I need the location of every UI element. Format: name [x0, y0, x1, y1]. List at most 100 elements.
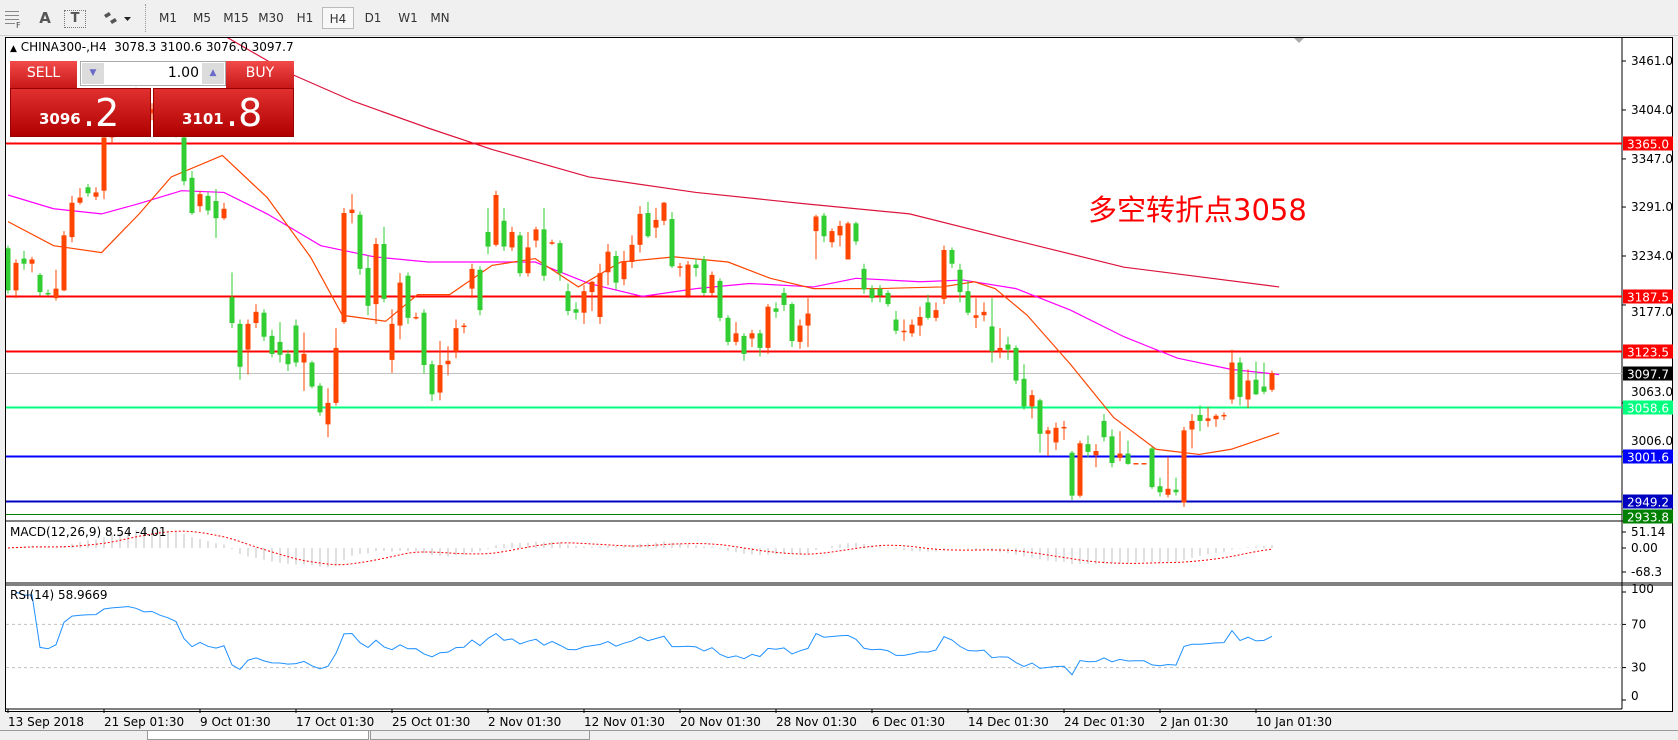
- candle-body: [909, 324, 915, 334]
- candle-body: [309, 362, 315, 387]
- candle-body: [661, 202, 667, 221]
- volume-input[interactable]: 1.00: [167, 65, 199, 81]
- buy-price-fraction: .8: [226, 91, 263, 135]
- candle-body: [1141, 463, 1147, 465]
- shapes-dropdown-icon[interactable]: [100, 7, 136, 29]
- timeframe-h4-button[interactable]: H4: [322, 7, 354, 29]
- y-tick-label: 3177.0: [1631, 305, 1673, 319]
- candle-body: [1093, 450, 1099, 456]
- candle-body: [181, 137, 187, 182]
- candle-body: [61, 235, 67, 291]
- chart-annotation[interactable]: 多空转折点3058: [1088, 193, 1307, 227]
- candle-body: [613, 255, 619, 283]
- candle-body: [653, 219, 659, 228]
- level-label: 2949.2: [1627, 496, 1669, 510]
- rsi-tick-label: 0: [1631, 689, 1639, 703]
- candle-body: [1101, 420, 1107, 438]
- buy-button[interactable]: BUY: [226, 61, 294, 88]
- candle-body: [877, 288, 883, 296]
- candle-body: [149, 109, 155, 114]
- sell-button[interactable]: SELL: [10, 61, 77, 88]
- level-label-bg: [1623, 366, 1673, 381]
- candle-body: [373, 243, 379, 305]
- text-label-tool-button[interactable]: T: [64, 10, 86, 28]
- x-tick-label: 28 Nov 01:30: [776, 715, 857, 729]
- candle-body: [29, 259, 35, 264]
- candle-body: [501, 220, 507, 247]
- level-label: 3097.7: [1627, 368, 1669, 382]
- timeframe-m15-button[interactable]: M15: [223, 11, 249, 25]
- candle-body: [1013, 347, 1019, 381]
- text-tool-button[interactable]: A: [39, 9, 51, 27]
- candle-body: [93, 192, 99, 197]
- candle-body: [1213, 415, 1219, 420]
- buy-price-button[interactable]: 3101 .8: [153, 88, 294, 137]
- candle-body: [1117, 453, 1123, 458]
- rsi-line: [15, 591, 1273, 676]
- candle-body: [1085, 444, 1091, 452]
- candle-body: [733, 333, 739, 342]
- candle-body: [77, 197, 83, 203]
- candle-body: [637, 213, 643, 245]
- candle-body: [781, 292, 787, 305]
- candle-body: [765, 306, 771, 348]
- candle-body: [493, 195, 499, 245]
- candle-body: [845, 223, 851, 260]
- volume-increase-icon[interactable]: ▲: [202, 63, 224, 84]
- candle-body: [709, 274, 715, 293]
- macd-signal-line: [7, 530, 1273, 566]
- level-label: 3001.6: [1627, 451, 1669, 465]
- timeframe-m5-button[interactable]: M5: [193, 11, 211, 25]
- candle-body: [917, 316, 923, 326]
- candle-body: [85, 187, 91, 194]
- candle-body: [885, 292, 891, 305]
- candle-body: [453, 328, 459, 352]
- candle-body: [717, 280, 723, 318]
- candle-body: [317, 385, 323, 413]
- x-tick-label: 17 Oct 01:30: [296, 715, 374, 729]
- timeframe-h1-button[interactable]: H1: [296, 11, 314, 25]
- volume-stepper[interactable]: ▼ 1.00 ▲: [80, 61, 226, 86]
- timeframe-d1-button[interactable]: D1: [364, 11, 382, 25]
- candle-body: [1029, 395, 1035, 407]
- candle-body: [869, 288, 875, 299]
- candle-body: [389, 323, 395, 360]
- candle-body: [237, 323, 243, 367]
- candle-body: [517, 235, 523, 274]
- candle-body: [301, 353, 307, 363]
- candle-body: [413, 316, 419, 319]
- candle-body: [269, 335, 275, 354]
- candle-body: [965, 291, 971, 313]
- candle-body: [685, 264, 691, 296]
- candle-body: [565, 291, 571, 311]
- candle-body: [1181, 430, 1187, 503]
- x-tick-label: 10 Jan 01:30: [1256, 715, 1332, 729]
- candle-body: [621, 261, 627, 280]
- collapse-triangle-icon[interactable]: ▲: [10, 44, 17, 54]
- y-tick-label: 3006.0: [1631, 434, 1673, 448]
- level-label: 2933.8: [1627, 511, 1669, 525]
- timeframe-m30-button[interactable]: M30: [258, 11, 284, 25]
- sell-price-button[interactable]: 3096 .2: [10, 88, 151, 137]
- y-tick-label: 3291.0: [1631, 200, 1673, 214]
- timeframe-m1-button[interactable]: M1: [159, 11, 177, 25]
- x-tick-label: 25 Oct 01:30: [392, 715, 470, 729]
- volume-decrease-icon[interactable]: ▼: [82, 63, 104, 84]
- level-label-bg: [1623, 344, 1673, 359]
- candle-body: [1069, 452, 1075, 496]
- candle-body: [829, 231, 835, 243]
- timeframe-w1-button[interactable]: W1: [398, 11, 418, 25]
- chart-window[interactable]: [5, 37, 1673, 712]
- grid-f-icon[interactable]: F: [3, 7, 23, 30]
- timeframe-mn-button[interactable]: MN: [430, 11, 450, 25]
- level-label-bg: [1623, 449, 1673, 464]
- candle-body: [669, 219, 675, 267]
- candle-body: [1173, 489, 1179, 493]
- candle-body: [805, 313, 811, 326]
- candle-body: [757, 333, 763, 348]
- candle-body: [397, 282, 403, 326]
- candle-body: [549, 242, 555, 244]
- candle-body: [37, 274, 43, 293]
- ma-slow-line: [226, 38, 1280, 288]
